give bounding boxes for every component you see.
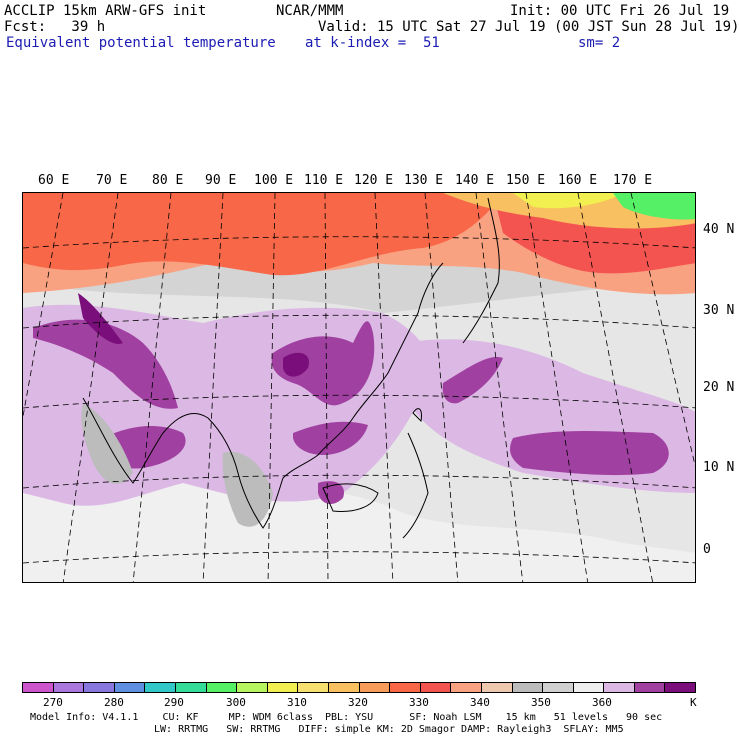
colorbar-tick: 290 xyxy=(164,696,184,709)
colorbar-swatch xyxy=(114,683,146,692)
lat-label: 10 N xyxy=(703,460,735,475)
colorbar-swatch xyxy=(298,683,329,692)
colorbar-swatch xyxy=(604,683,635,692)
purple-cell-south-china-sea xyxy=(293,421,368,455)
colorbar-tick: 360 xyxy=(592,696,612,709)
yellow-patch xyxy=(513,193,623,209)
lon-label: 80 E xyxy=(152,173,184,188)
equivalent-potential-temperature-map xyxy=(22,192,696,583)
lat-label: 0 xyxy=(703,542,711,557)
field-name: Equivalent potential temperature xyxy=(6,35,276,51)
purple-cell-india xyxy=(33,319,178,409)
lon-label: 120 E xyxy=(354,173,394,188)
colorbar-tick: 310 xyxy=(287,696,307,709)
colorbar-swatch xyxy=(175,683,207,692)
dark-purple-cell-china xyxy=(283,352,309,377)
lon-label: 150 E xyxy=(506,173,546,188)
colorbar-swatch xyxy=(359,683,391,692)
colorbar-tick: 270 xyxy=(43,696,63,709)
colorbar-tick: 350 xyxy=(531,696,551,709)
purple-cell-china xyxy=(271,321,375,406)
lat-label: 30 N xyxy=(703,303,735,318)
lon-label: 130 E xyxy=(404,173,444,188)
colorbar-swatch xyxy=(481,683,513,692)
lon-label: 100 E xyxy=(254,173,294,188)
purple-cell-philippine-sea xyxy=(442,357,503,404)
colorbar-tick: 280 xyxy=(104,696,124,709)
graticule xyxy=(23,193,695,582)
lon-label: 110 E xyxy=(304,173,344,188)
lon-label: 90 E xyxy=(205,173,237,188)
level-index: at k-index = 51 xyxy=(305,35,440,51)
colorbar-tick: 300 xyxy=(226,696,246,709)
colorbar-swatch xyxy=(145,683,176,692)
colorbar-tick: 320 xyxy=(348,696,368,709)
colorbar-swatch xyxy=(512,683,544,692)
colorbar-tick: 340 xyxy=(470,696,490,709)
lat-label: 20 N xyxy=(703,380,735,395)
coastlines xyxy=(82,197,500,539)
colorbar-swatch xyxy=(328,683,360,692)
grey-patch-indochina xyxy=(222,452,273,527)
organization: NCAR/MMM xyxy=(276,3,344,19)
purple-cell-borneo xyxy=(318,481,344,505)
lon-label: 160 E xyxy=(558,173,598,188)
dark-purple-cell-north-india xyxy=(78,293,123,344)
colorbar-swatch xyxy=(451,683,482,692)
colorbar-swatch xyxy=(634,683,666,692)
smoothing-value: sm= 2 xyxy=(578,35,621,51)
colorbar-swatch xyxy=(23,683,54,692)
colorbar-swatch xyxy=(267,683,299,692)
model-title: ACCLIP 15km ARW-GFS init xyxy=(4,3,207,19)
forecast-hour: Fcst: 39 h xyxy=(4,19,106,35)
colorbar-swatch xyxy=(206,683,238,692)
model-info-line2: LW: RRTMG SW: RRTMG DIFF: simple KM: 2D … xyxy=(154,724,624,735)
lon-label: 70 E xyxy=(96,173,128,188)
warm-band-core xyxy=(23,193,503,276)
lon-label: 60 E xyxy=(38,173,70,188)
colorbar-swatch xyxy=(573,683,605,692)
colorbar xyxy=(22,682,696,693)
colorbar-swatch xyxy=(53,683,85,692)
model-info-line1: Model Info: V4.1.1 CU: KF MP: WDM 6class… xyxy=(30,712,663,723)
init-time: Init: 00 UTC Fri 26 Jul 19 xyxy=(510,3,730,19)
green-patch xyxy=(613,193,695,220)
colorbar-tick: 330 xyxy=(409,696,429,709)
map-canvas xyxy=(23,193,695,582)
valid-time: Valid: 15 UTC Sat 27 Jul 19 (00 JST Sun … xyxy=(318,19,740,35)
lon-label: 140 E xyxy=(455,173,495,188)
colorbar-swatch xyxy=(420,683,452,692)
lat-label: 40 N xyxy=(703,222,735,237)
colorbar-swatch xyxy=(84,683,115,692)
colorbar-unit: K xyxy=(690,696,697,709)
colorbar-swatch xyxy=(665,683,696,692)
colorbar-swatch xyxy=(390,683,421,692)
colorbar-swatch xyxy=(543,683,574,692)
lon-label: 170 E xyxy=(613,173,653,188)
colorbar-swatch xyxy=(237,683,268,692)
purple-cell-west-pacific xyxy=(510,430,669,476)
